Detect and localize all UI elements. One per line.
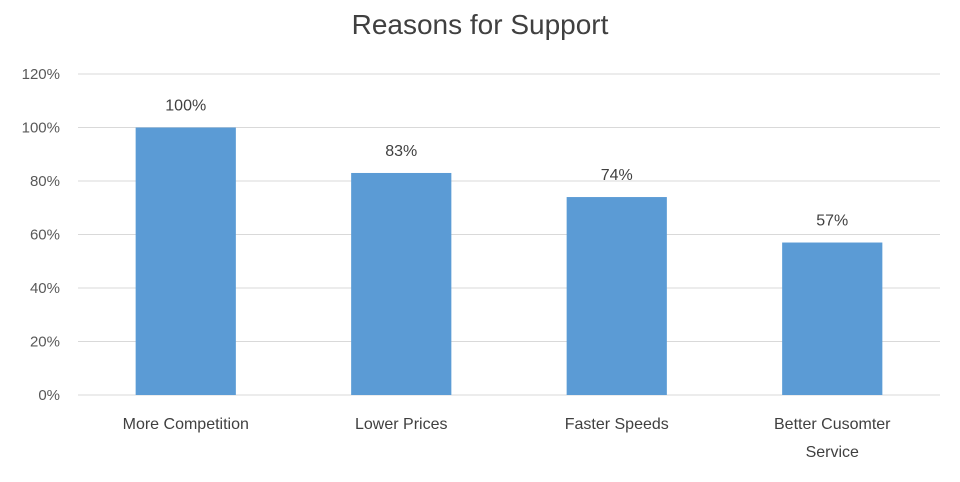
bars <box>135 127 883 395</box>
x-category-label: Faster Speeds <box>565 416 669 433</box>
y-tick-label: 0% <box>38 387 60 404</box>
x-category-label: Better Cusomter Service <box>774 416 891 461</box>
x-axis-categories: More Competition Lower Prices Faster Speed… <box>123 416 892 461</box>
bar <box>782 242 883 395</box>
x-category-label: More Competition <box>123 416 249 433</box>
bar <box>135 127 236 395</box>
data-label: 57% <box>816 213 848 230</box>
y-tick-label: 120% <box>22 66 60 83</box>
x-category-label: Lower Prices <box>355 416 447 433</box>
chart-title: Reasons for Support <box>352 9 609 40</box>
y-axis-ticks: 0% 20% 40% 60% 80% 100% 120% <box>22 66 60 404</box>
y-tick-label: 60% <box>30 227 60 244</box>
y-tick-label: 20% <box>30 334 60 351</box>
data-label: 100% <box>165 98 206 115</box>
bar <box>351 172 452 395</box>
bar <box>566 197 667 395</box>
data-labels: 100% 83% 74% 57% <box>165 98 848 230</box>
y-tick-label: 100% <box>22 120 60 137</box>
data-label: 83% <box>385 143 417 160</box>
data-label: 74% <box>601 167 633 184</box>
y-tick-label: 40% <box>30 280 60 297</box>
y-tick-label: 80% <box>30 173 60 190</box>
